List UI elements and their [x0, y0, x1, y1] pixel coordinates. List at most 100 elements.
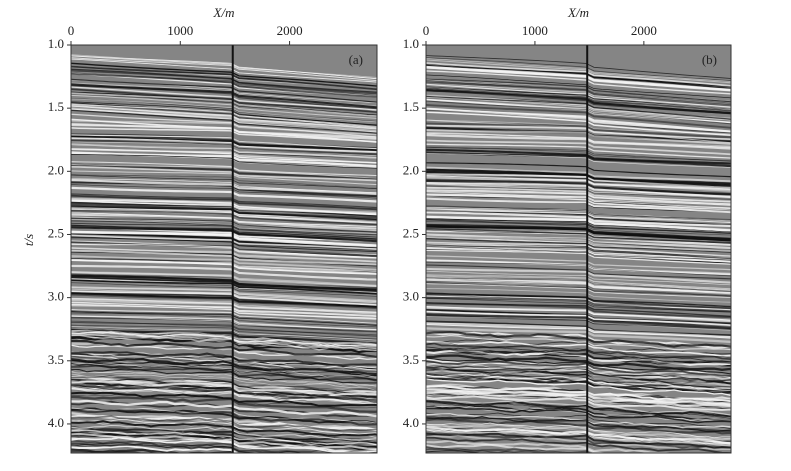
reflector	[426, 131, 731, 147]
reflector	[426, 322, 731, 339]
y-tick-label: 2.5	[403, 225, 419, 240]
reflector	[71, 391, 377, 407]
reflector	[426, 457, 738, 466]
y-tick-label: 2.5	[48, 225, 64, 240]
reflector	[71, 454, 383, 466]
reflector	[71, 279, 377, 295]
reflector	[426, 446, 592, 453]
reflector	[426, 314, 731, 330]
reflector	[71, 449, 215, 453]
reflector	[71, 274, 377, 291]
y-tick-label: 1.5	[48, 99, 64, 114]
reflector	[71, 224, 377, 240]
reflector	[71, 315, 377, 331]
reflector	[426, 274, 731, 290]
reflector	[426, 55, 731, 79]
reflector	[426, 111, 731, 136]
reflector	[426, 133, 731, 150]
reflector	[426, 302, 731, 318]
reflector	[71, 105, 377, 130]
reflector	[71, 237, 377, 253]
reflector	[71, 135, 377, 151]
reflector	[71, 101, 377, 126]
reflector	[426, 278, 731, 295]
reflector	[426, 387, 731, 405]
x-axis-label: X/m	[213, 5, 235, 20]
reflector	[71, 243, 377, 259]
reflector	[426, 316, 731, 331]
reflector	[426, 320, 731, 336]
reflector	[426, 211, 731, 228]
reflector	[426, 457, 738, 466]
reflector	[71, 55, 377, 80]
reflector	[426, 267, 731, 284]
reflector	[426, 342, 731, 361]
reflector	[71, 385, 377, 404]
reflector	[71, 373, 377, 391]
reflector	[426, 369, 731, 385]
reflector	[71, 456, 383, 466]
reflector	[71, 72, 377, 98]
reflector	[426, 226, 731, 242]
reflector	[426, 277, 731, 292]
reflector	[71, 380, 377, 396]
reflector	[426, 151, 731, 168]
reflector	[71, 304, 377, 321]
reflector	[426, 124, 731, 141]
reflector	[426, 59, 731, 84]
reflector	[426, 225, 731, 241]
reflector	[71, 290, 377, 306]
reflector	[426, 392, 731, 410]
reflector	[71, 143, 377, 159]
reflector	[71, 255, 377, 271]
reflector	[426, 96, 731, 121]
reflector	[426, 129, 731, 145]
reflector	[426, 458, 738, 466]
reflector	[71, 234, 377, 250]
reflector	[71, 166, 377, 182]
reflector	[426, 70, 731, 95]
reflector	[426, 58, 731, 82]
reflector	[71, 113, 377, 138]
reflector	[71, 232, 377, 249]
reflector	[71, 287, 377, 302]
reflector	[71, 194, 377, 211]
reflector	[426, 305, 731, 321]
reflector	[426, 432, 731, 449]
reflector	[71, 148, 377, 164]
reflector	[426, 346, 731, 363]
reflector	[71, 184, 377, 199]
reflector	[426, 459, 738, 466]
reflector	[426, 237, 731, 253]
reflector	[71, 151, 377, 168]
reflector	[71, 127, 377, 143]
y-tick-label: 3.0	[48, 289, 64, 304]
panel	[71, 45, 383, 466]
reflector	[71, 119, 377, 136]
reflector	[71, 433, 377, 451]
reflector	[426, 100, 731, 125]
reflector	[71, 219, 377, 234]
reflector	[426, 244, 731, 260]
reflector	[426, 74, 731, 99]
reflector	[71, 271, 377, 288]
x-axis-label: X/m	[567, 5, 589, 20]
reflector	[71, 248, 377, 263]
reflector	[426, 191, 731, 206]
reflector	[71, 170, 377, 186]
reflector	[426, 236, 731, 252]
reflector	[71, 407, 377, 424]
reflector	[426, 139, 731, 156]
reflector	[71, 212, 377, 228]
reflector	[426, 107, 731, 133]
reflector	[426, 207, 731, 224]
reflector	[426, 95, 731, 120]
reflector	[426, 283, 731, 298]
reflector	[426, 189, 731, 205]
reflector	[426, 176, 731, 192]
reflector	[71, 293, 377, 310]
reflector	[426, 418, 731, 435]
reflector	[426, 360, 731, 377]
reflector	[426, 162, 731, 178]
reflector	[71, 432, 377, 450]
